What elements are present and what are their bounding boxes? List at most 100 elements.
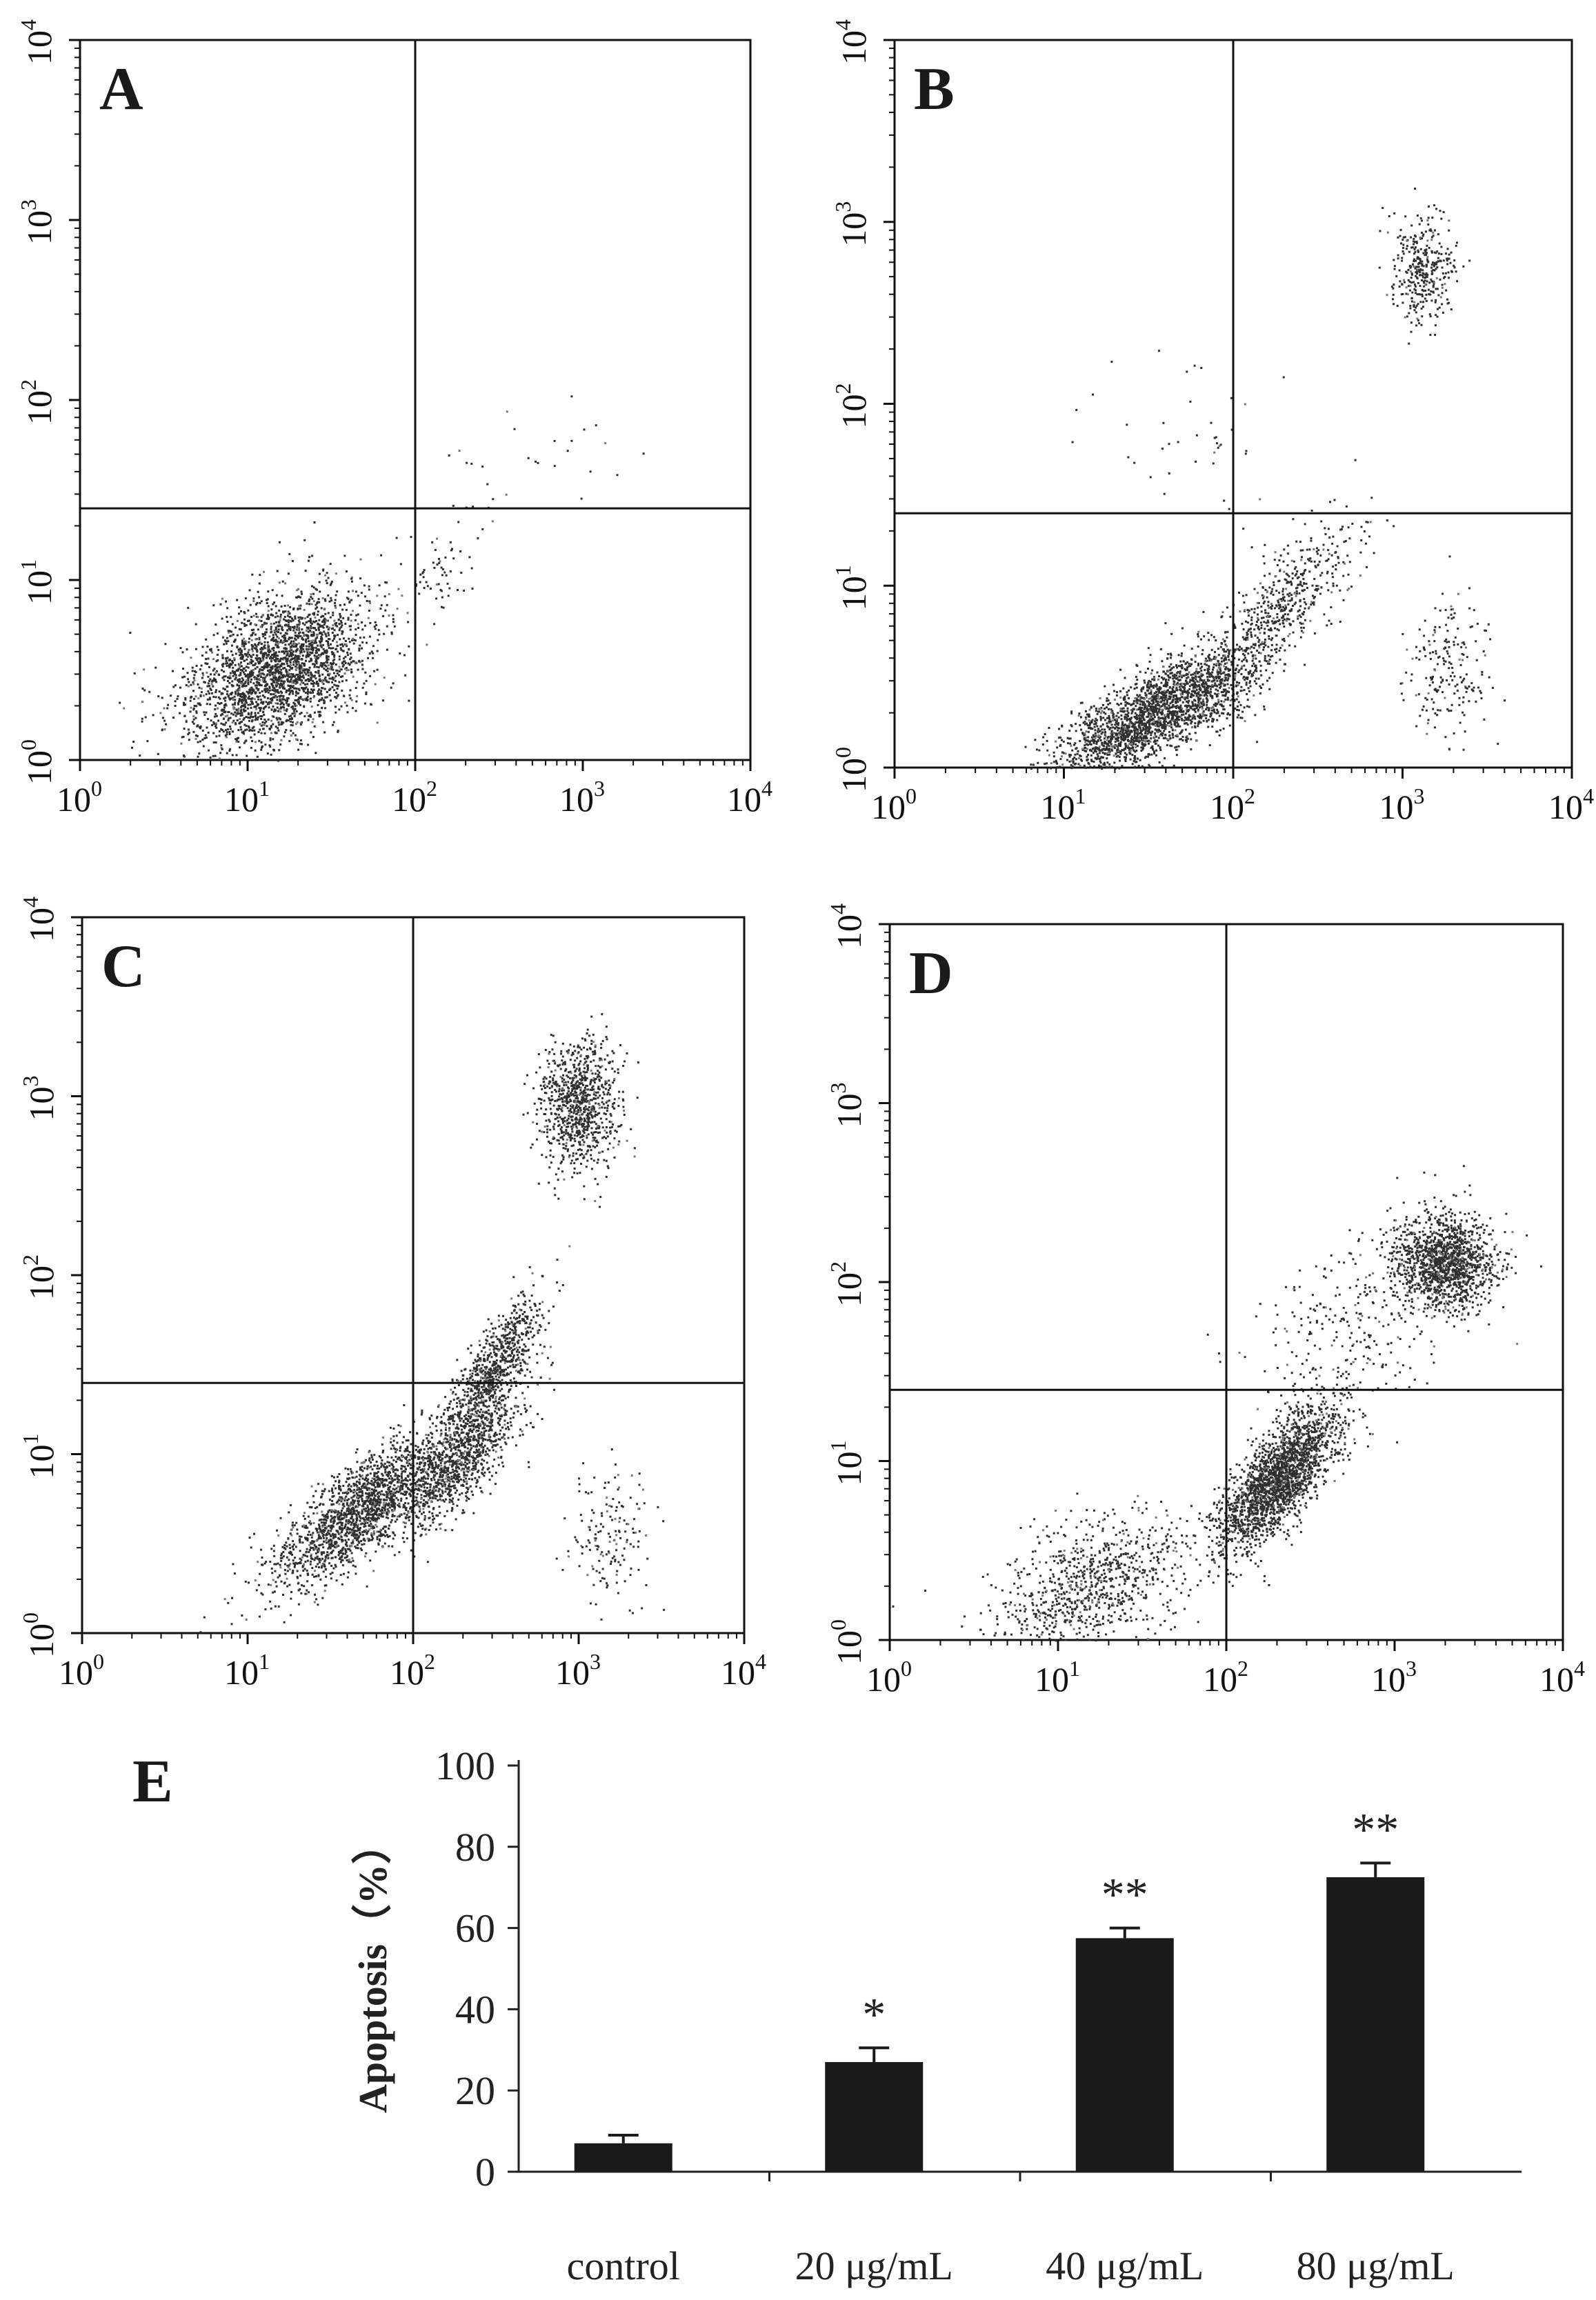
event-dot bbox=[1055, 759, 1057, 762]
event-dot bbox=[266, 654, 268, 657]
event-dot bbox=[248, 662, 251, 665]
event-dot bbox=[288, 650, 291, 652]
event-dot bbox=[267, 590, 270, 593]
event-dot bbox=[295, 634, 297, 637]
event-dot bbox=[191, 666, 194, 669]
event-dot bbox=[366, 641, 368, 644]
event-dot bbox=[1166, 701, 1168, 703]
event-dot bbox=[300, 646, 303, 648]
event-dot bbox=[1178, 707, 1181, 710]
event-dot bbox=[285, 710, 288, 712]
event-dot bbox=[1164, 726, 1167, 728]
event-dot bbox=[1249, 670, 1252, 672]
event-dot bbox=[1106, 752, 1108, 754]
event-dot bbox=[292, 654, 295, 657]
event-dot bbox=[320, 690, 323, 692]
event-dot bbox=[297, 596, 299, 598]
event-dot bbox=[1135, 714, 1138, 717]
event-dot bbox=[1114, 727, 1117, 730]
event-dot bbox=[1210, 673, 1213, 676]
event-dot bbox=[1081, 759, 1083, 762]
event-dot bbox=[290, 674, 292, 677]
event-dot bbox=[255, 678, 258, 681]
event-dot bbox=[352, 660, 355, 663]
event-dot bbox=[267, 665, 270, 668]
event-dot bbox=[1257, 651, 1260, 654]
event-dot bbox=[1194, 692, 1196, 694]
event-dot bbox=[1213, 710, 1215, 712]
event-dot bbox=[1153, 684, 1155, 687]
event-dot bbox=[1128, 689, 1130, 692]
event-dot bbox=[423, 569, 426, 571]
event-dot bbox=[450, 549, 452, 552]
event-dot bbox=[303, 698, 306, 701]
event-dot bbox=[1166, 743, 1168, 746]
event-dot bbox=[193, 679, 196, 682]
event-dot bbox=[1127, 725, 1129, 728]
event-dot bbox=[1165, 685, 1168, 688]
event-dot bbox=[286, 632, 288, 635]
event-dot bbox=[1256, 650, 1258, 652]
event-dot bbox=[386, 648, 388, 651]
event-dot bbox=[1148, 705, 1150, 708]
event-dot bbox=[1096, 746, 1099, 749]
event-dot bbox=[1217, 661, 1219, 664]
event-dot bbox=[226, 733, 228, 736]
event-dot bbox=[176, 697, 179, 700]
event-dot bbox=[1103, 711, 1106, 714]
event-dot bbox=[332, 627, 335, 630]
event-dot bbox=[1080, 758, 1082, 761]
event-dot bbox=[1217, 692, 1220, 695]
event-dot bbox=[267, 691, 270, 694]
event-dot bbox=[1155, 749, 1158, 752]
event-dot bbox=[164, 643, 167, 646]
event-dot bbox=[332, 611, 335, 614]
event-dot bbox=[316, 606, 319, 609]
event-dot bbox=[1175, 664, 1178, 666]
event-dot bbox=[328, 634, 330, 637]
event-dot bbox=[301, 658, 303, 661]
event-dot bbox=[336, 644, 339, 647]
event-dot bbox=[295, 688, 298, 690]
event-dot bbox=[262, 635, 265, 638]
event-dot bbox=[259, 626, 262, 628]
event-dot bbox=[306, 652, 309, 654]
event-dot bbox=[335, 594, 337, 597]
event-dot bbox=[251, 740, 254, 743]
event-dot bbox=[1147, 712, 1150, 715]
event-dot bbox=[372, 657, 375, 659]
event-dot bbox=[242, 668, 245, 670]
event-dot bbox=[337, 730, 339, 732]
event-dot bbox=[1088, 708, 1091, 711]
event-dot bbox=[1087, 761, 1090, 764]
event-dot bbox=[243, 702, 246, 704]
event-dot bbox=[305, 634, 308, 637]
event-dot bbox=[328, 677, 331, 680]
event-dot bbox=[275, 652, 277, 654]
event-dot bbox=[243, 610, 246, 613]
event-dot bbox=[237, 689, 239, 692]
event-dot bbox=[172, 717, 174, 719]
event-dot bbox=[271, 715, 274, 717]
event-dot bbox=[1075, 758, 1077, 761]
event-dot bbox=[279, 707, 282, 710]
event-dot bbox=[317, 672, 320, 674]
event-dot bbox=[1150, 689, 1153, 692]
event-dot bbox=[306, 616, 309, 618]
event-dot bbox=[1212, 675, 1215, 678]
event-dot bbox=[285, 670, 288, 672]
event-dot bbox=[309, 629, 312, 632]
event-dot bbox=[1176, 712, 1179, 714]
event-dot bbox=[1264, 639, 1266, 641]
event-dot bbox=[1210, 675, 1213, 678]
event-dot bbox=[1106, 739, 1108, 741]
event-dot bbox=[288, 688, 290, 690]
event-dot bbox=[1058, 728, 1061, 730]
event-dot bbox=[243, 697, 246, 699]
event-dot bbox=[1159, 730, 1161, 732]
event-dot bbox=[281, 698, 284, 701]
event-dot bbox=[290, 648, 292, 651]
event-dot bbox=[317, 610, 319, 613]
event-dot bbox=[372, 645, 375, 648]
event-dot bbox=[286, 657, 289, 660]
